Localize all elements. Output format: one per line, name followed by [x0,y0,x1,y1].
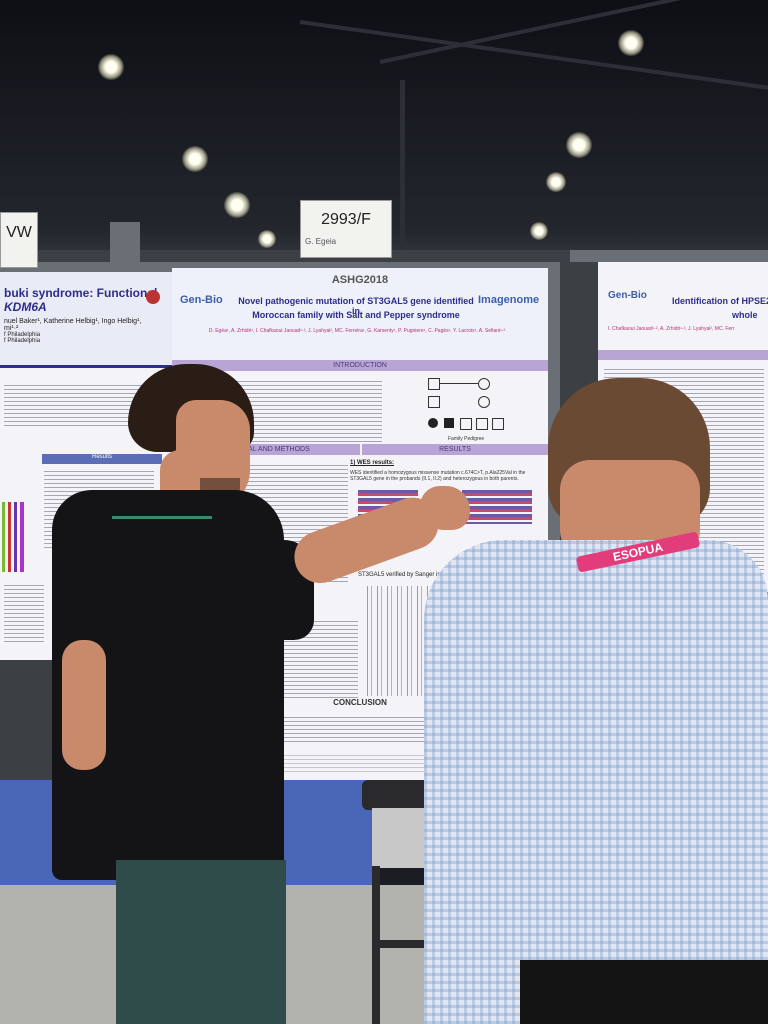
center-poster-title: Novel pathogenic mutation of ST3GAL5 gen… [238,296,474,316]
left-poster-gel-image [2,502,24,572]
ceiling-pole [400,80,405,250]
left-poster-affiliation: f Philadelphia [4,332,41,338]
igv-screenshot-2 [462,490,532,524]
left-poster-title: buki syndrome: Functional [4,286,158,300]
center-poster-authors: D. Egéa¹, A. Zrhidri¹, I. Chafkaoui Jaou… [208,328,506,334]
wes-results-heading: 1) WES results: [350,460,395,466]
booth-frame-top [0,262,560,272]
booth-sign-left-text: VW [6,224,32,241]
left-poster-results-heading: Results [42,454,162,464]
imagenome-logo: Imagenome [478,294,540,306]
pedigree-label: Family Pedigree [448,436,485,442]
family-pedigree-diagram: Family Pedigree [408,374,538,446]
right-poster-logo: Gen-Bio [608,290,647,301]
ceiling-light [224,192,250,218]
man-left-other-arm [62,640,106,770]
genbio-logo: Gen-Bio [180,294,223,306]
booth-frame-top [570,250,768,262]
ceiling-light [258,230,276,248]
right-poster-title: Identification of HPSE2 [672,296,768,306]
wes-results-text: WES identified a homozygous missense mut… [350,470,526,482]
ceiling-light [530,222,548,240]
booth-presenter-name: G. Egeia [305,237,337,246]
sanger-text: ST3GAL5 verified by Sanger is completely… [358,572,500,578]
man-right-checked-shirt [424,540,768,1024]
pedigree-affected-icon [444,418,454,428]
right-poster-section-band [598,350,768,360]
left-poster-authors-2: mi¹·² [4,325,19,332]
section-methods: MATERIAL AND METHODS [172,444,360,455]
right-poster-authors: I. Chafkaoui Jaouad¹·², A. Zrhidri¹·², J… [608,326,735,332]
ceiling-truss [379,0,753,64]
pedigree-affected-icon [428,418,438,428]
pedigree-male-icon [476,418,488,430]
section-introduction: INTRODUCTION [172,360,548,371]
left-poster-authors: nuel Baker¹, Katherine Helbig¹, Ingo Hel… [4,318,142,325]
booth-sign-left: VW [0,212,38,268]
left-poster-text-block [4,582,44,642]
ceiling-light [182,146,208,172]
pedigree-female-icon [478,396,490,408]
references-text [262,752,462,772]
left-poster-logo-icon [146,290,160,304]
ceiling-light [566,132,592,158]
booth-number: 2993/F [321,211,371,228]
man-right-belt-area [520,960,768,1024]
center-poster-title-2: Moroccan family with Salt and Pepper syn… [252,310,460,320]
section-results: RESULTS [362,444,548,455]
pedigree-male-icon [492,418,504,430]
booth-sign-center: 2993/F G. Egeia [300,200,392,258]
pedigree-male-icon [428,378,440,390]
chair-rail [380,940,440,948]
left-poster-affiliation: f Philadelphia [4,338,41,344]
booth-frame-post [110,222,140,262]
pedigree-male-icon [428,396,440,408]
man-left-pants [116,860,286,1024]
right-poster-title-2: whole [732,310,758,320]
polo-collar-stripe [112,516,212,519]
man-left-hand [420,486,470,530]
ceiling-light [618,30,644,56]
left-poster-gene: KDM6A [4,300,47,314]
conference-logo: ASHG2018 [331,274,389,286]
pedigree-female-icon [478,378,490,390]
ceiling-light [98,54,124,80]
chair-leg [372,866,380,1024]
section-conclusion: CONCLUSION [333,698,387,707]
pedigree-male-icon [460,418,472,430]
ceiling-light [546,172,566,192]
